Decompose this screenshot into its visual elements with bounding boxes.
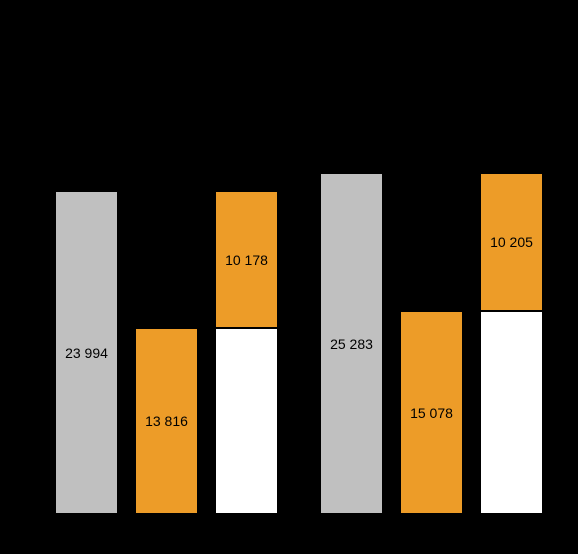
bar-column: 23 994 bbox=[55, 191, 118, 514]
bar-segment: 10 205 bbox=[480, 173, 543, 311]
stacked-bar-chart: 23 994 13 816 10 178 25 283 15 078 10 20… bbox=[0, 0, 578, 554]
bar-column: 13 816 bbox=[135, 328, 198, 514]
bar-column: 15 078 bbox=[400, 311, 463, 514]
bar-column: 10 205 bbox=[480, 173, 543, 514]
bar-segment: 15 078 bbox=[400, 311, 463, 514]
bar-column: 10 178 bbox=[215, 191, 278, 514]
bar-segment bbox=[480, 311, 543, 514]
bar-column: 25 283 bbox=[320, 173, 383, 514]
bar-segment: 13 816 bbox=[135, 328, 198, 514]
bar-segment: 23 994 bbox=[55, 191, 118, 514]
bar-segment: 25 283 bbox=[320, 173, 383, 514]
bar-segment: 10 178 bbox=[215, 191, 278, 328]
bar-segment bbox=[215, 328, 278, 514]
